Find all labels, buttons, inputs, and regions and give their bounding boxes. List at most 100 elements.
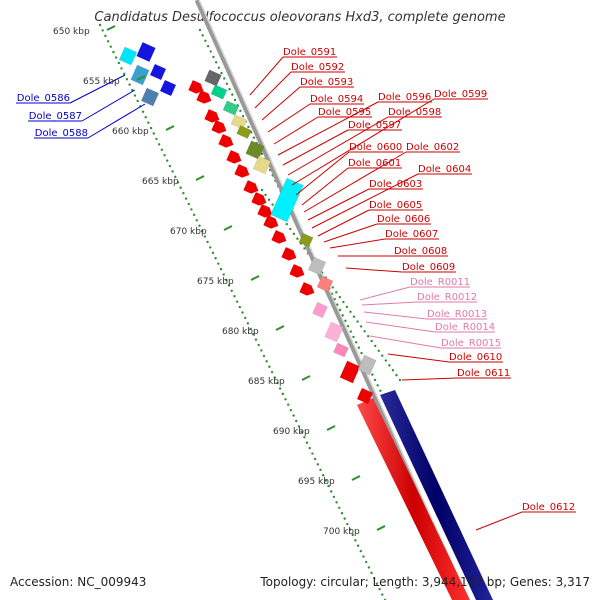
ruler-dot (313, 457, 317, 461)
gene-olive-glyph (245, 140, 265, 160)
label-leader (369, 335, 442, 349)
ruler-dot (136, 99, 139, 103)
ruler-dot (330, 490, 333, 493)
label-dole-0598[interactable]: Dole_0598 (388, 107, 441, 118)
ruler-dot (241, 114, 245, 118)
ruler-dot (267, 198, 271, 201)
gene-glyphs (118, 41, 377, 405)
ruler-dot (338, 295, 342, 299)
ruler-dot (381, 354, 384, 357)
ruler-dot (257, 343, 260, 347)
ruler-dot (335, 291, 338, 294)
label-dole-r0015[interactable]: Dole_R0015 (441, 338, 501, 349)
label-dole-0603[interactable]: Dole_0603 (369, 179, 422, 190)
ruler-dot (362, 555, 365, 558)
label-dole-0604[interactable]: Dole_0604 (418, 164, 471, 175)
ruler-dot (252, 332, 255, 336)
ruler-dot (373, 378, 377, 382)
scale-tick-mark (223, 225, 233, 231)
ruler-dot (324, 479, 328, 482)
gene-forward-arrow (188, 80, 204, 94)
label-dole-0588[interactable]: Dole_0588 (35, 128, 88, 139)
label-dole-0593[interactable]: Dole_0593 (300, 77, 353, 88)
ruler-dot (238, 305, 242, 309)
ruler-dot (209, 50, 212, 53)
ruler-dot (247, 125, 250, 129)
ruler-dot (327, 484, 330, 488)
ruler-dot (246, 322, 250, 325)
ruler-dot (203, 235, 207, 238)
label-dole-0592[interactable]: Dole_0592 (291, 62, 344, 73)
ruler-dot (198, 224, 201, 227)
label-dole-0610[interactable]: Dole_0610 (449, 352, 502, 363)
label-dole-0612[interactable]: Dole_0612 (522, 502, 575, 513)
ruler-dot (209, 246, 212, 249)
label-dole-0596[interactable]: Dole_0596 (378, 92, 431, 103)
backbone-highlight (198, 0, 469, 600)
label-leader (475, 511, 523, 531)
label-dole-0587[interactable]: Dole_0587 (29, 111, 82, 122)
label-leader (254, 71, 292, 109)
ruler-dot (212, 55, 215, 59)
scale-tick-label: 695 kbp (298, 477, 335, 487)
ruler-dot (260, 188, 264, 192)
ruler-dot (223, 77, 226, 80)
ruler-dot (219, 267, 223, 271)
label-dole-0602[interactable]: Dole_0602 (406, 142, 459, 153)
gene-forward-glyph (356, 387, 374, 405)
ruler-dot (262, 354, 266, 358)
label-leader (317, 209, 370, 237)
label-dole-0611[interactable]: Dole_0611 (457, 368, 510, 379)
label-leader (273, 116, 319, 145)
label-dole-r0012[interactable]: Dole_R0012 (417, 292, 477, 303)
label-dole-0595[interactable]: Dole_0595 (318, 107, 371, 118)
ruler-dot (187, 202, 190, 206)
label-leader (363, 311, 428, 320)
gene-pink-glyph (316, 275, 334, 293)
ruler-dot (356, 544, 360, 547)
gene-dole-0588-glyph (140, 87, 160, 107)
gene-forward-arrow (299, 282, 315, 296)
ruler-dot (198, 28, 202, 32)
label-dole-r0011[interactable]: Dole_R0011 (410, 277, 470, 288)
ruler-dot (395, 373, 398, 377)
ruler-dot (316, 463, 319, 466)
scale-tick-mark (250, 275, 260, 281)
gene-green-glyph (222, 100, 240, 116)
scale-tick-mark (376, 525, 386, 531)
label-dole-r0013[interactable]: Dole_R0013 (427, 309, 487, 320)
ruler-dot (346, 324, 350, 328)
gene-dole-0610-glyph (339, 360, 361, 384)
ruler-dot (305, 441, 309, 444)
label-dole-0591[interactable]: Dole_0591 (283, 47, 336, 58)
gene-forward-arrow (218, 134, 234, 148)
label-dole-0586[interactable]: Dole_0586 (17, 93, 70, 104)
label-dole-0601[interactable]: Dole_0601 (348, 158, 401, 169)
ruler-dot (292, 232, 296, 236)
ruler-dot (352, 335, 355, 339)
label-dole-0600[interactable]: Dole_0600 (349, 142, 402, 153)
gene-rna-glyph (324, 321, 344, 343)
label-leader (81, 89, 136, 122)
label-dole-0607[interactable]: Dole_0607 (385, 229, 438, 240)
label-dole-0606[interactable]: Dole_0606 (377, 214, 430, 225)
ruler-dot (149, 126, 153, 130)
label-dole-r0014[interactable]: Dole_R0014 (435, 322, 495, 333)
ruler-dot (281, 392, 285, 396)
ruler-dot (364, 560, 368, 564)
gene-forward-arrow (271, 230, 287, 244)
label-leader (359, 286, 411, 301)
label-dole-0609[interactable]: Dole_0609 (402, 262, 455, 273)
label-dole-0599[interactable]: Dole_0599 (434, 89, 487, 100)
ruler-dot (308, 446, 311, 450)
label-dole-0597[interactable]: Dole_0597 (348, 120, 401, 131)
gene-dole-0612-bar (357, 398, 470, 600)
label-dole-0594[interactable]: Dole_0594 (310, 94, 363, 105)
gene-rna-glyph (333, 342, 349, 358)
ruler-dot (249, 327, 252, 330)
ruler-dot (120, 67, 123, 70)
label-dole-0605[interactable]: Dole_0605 (369, 200, 422, 211)
gene-forward-arrow (281, 247, 297, 261)
label-dole-0608[interactable]: Dole_0608 (394, 246, 447, 257)
